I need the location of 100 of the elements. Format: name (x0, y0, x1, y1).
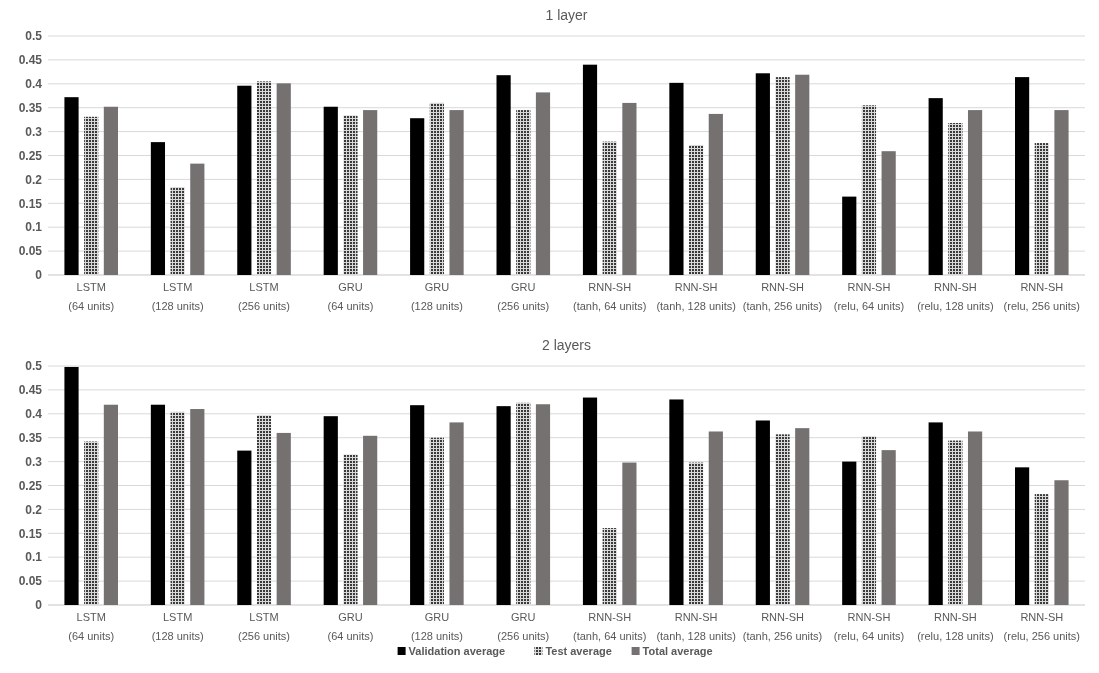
x-tick-label: RNN-SH (relu, 64 units) (833, 611, 905, 642)
bar (449, 422, 464, 605)
legend-label: Validation average (408, 645, 506, 657)
bar (795, 74, 810, 275)
y-tick-label: 0.1 (25, 220, 43, 235)
bar (967, 110, 983, 275)
x-tick-label: RNN-SH (relu, 128 units) (917, 281, 994, 312)
bar (103, 404, 118, 605)
x-tick-label: GRU (128 units) (410, 611, 463, 642)
bar (755, 420, 770, 605)
bar (256, 415, 272, 605)
bar (948, 440, 963, 605)
bar (689, 144, 704, 275)
bar (881, 450, 896, 605)
y-tick-label: 0.4 (25, 407, 43, 421)
y-tick-label: 0.1 (25, 550, 43, 565)
y-tick-label: 0 (35, 268, 43, 283)
bar (363, 435, 378, 605)
bar (1054, 480, 1069, 605)
bar (429, 437, 444, 605)
x-tick-label: RNN-SH (relu, 128 units) (917, 611, 994, 642)
x-tick-label: RNN-SH (tanh, 128 units) (656, 281, 736, 312)
bar (928, 422, 943, 605)
bar (622, 462, 637, 605)
bar (190, 163, 205, 275)
bar (602, 141, 617, 275)
x-tick-label: RNN-SH (relu, 256 units) (1003, 611, 1081, 642)
bar (170, 187, 185, 275)
bar (64, 366, 79, 605)
bar (237, 450, 252, 605)
bar (1034, 494, 1049, 605)
x-tick-label: RNN-SH (tanh, 256 units) (742, 281, 823, 312)
x-tick-label: GRU (64 units) (327, 281, 374, 312)
bar (429, 102, 444, 275)
y-tick-label: 0.2 (25, 502, 43, 517)
bar (669, 82, 684, 275)
bar (343, 115, 358, 275)
bar (276, 432, 291, 605)
x-tick-label: LSTM (64 units) (68, 611, 115, 642)
y-tick-label: 0.15 (18, 526, 43, 541)
bar (795, 428, 810, 605)
bar (84, 441, 99, 605)
bar (775, 77, 790, 275)
bar (948, 123, 963, 275)
bar (363, 110, 378, 275)
x-tick-label: LSTM (64 units) (68, 281, 115, 312)
y-tick-label: 0.25 (18, 478, 43, 493)
bar (708, 431, 723, 605)
x-tick-label: RNN-SH (tanh, 256 units) (742, 611, 823, 642)
bar (410, 405, 425, 605)
y-tick-label: 0.25 (18, 148, 43, 163)
y-tick-label: 0.3 (25, 124, 43, 139)
y-tick-label: 0.5 (25, 359, 43, 374)
bar (928, 98, 943, 275)
bar (84, 116, 99, 275)
y-tick-label: 0.45 (18, 53, 43, 68)
bar (842, 461, 857, 605)
x-tick-label: RNN-SH (relu, 256 units) (1003, 281, 1081, 312)
bar (1015, 77, 1030, 275)
x-tick-label: LSTM (256 units) (238, 281, 291, 312)
legend-label: Total average (642, 645, 713, 657)
x-tick-label: RNN-SH (tanh, 64 units) (573, 281, 647, 312)
bar (535, 92, 551, 275)
bar (496, 75, 511, 275)
y-tick-label: 0.05 (18, 244, 43, 259)
bar (170, 411, 185, 605)
bar (343, 454, 358, 605)
bar (669, 399, 684, 605)
bar (150, 142, 166, 275)
bar (150, 404, 166, 605)
bar (103, 106, 118, 275)
bar (1054, 110, 1069, 275)
x-tick-label: GRU (256 units) (497, 611, 550, 642)
bar (516, 402, 531, 605)
bar (861, 436, 877, 605)
x-tick-label: LSTM (128 units) (151, 611, 204, 642)
bar (276, 83, 291, 275)
x-tick-label: RNN-SH (relu, 64 units) (833, 281, 905, 312)
bar (535, 404, 551, 605)
bar (496, 406, 511, 605)
bar (842, 196, 857, 275)
bar (323, 106, 338, 275)
y-tick-label: 0.35 (18, 430, 43, 445)
bar (190, 409, 205, 605)
bar (237, 85, 252, 275)
bar (881, 151, 896, 275)
bar (582, 397, 598, 605)
x-tick-label: GRU (64 units) (327, 611, 374, 642)
y-tick-label: 0.45 (18, 383, 43, 398)
bar (1015, 467, 1030, 605)
x-tick-label: RNN-SH (tanh, 128 units) (656, 611, 736, 642)
bar (622, 102, 637, 275)
bar (861, 105, 877, 275)
y-tick-label: 0.35 (18, 100, 43, 115)
y-tick-label: 0.3 (25, 454, 43, 469)
bar (967, 431, 983, 605)
bar (755, 73, 770, 275)
y-tick-label: 0.2 (25, 172, 43, 187)
y-tick-label: 0.05 (18, 574, 43, 589)
y-tick-label: 0.4 (25, 77, 43, 91)
